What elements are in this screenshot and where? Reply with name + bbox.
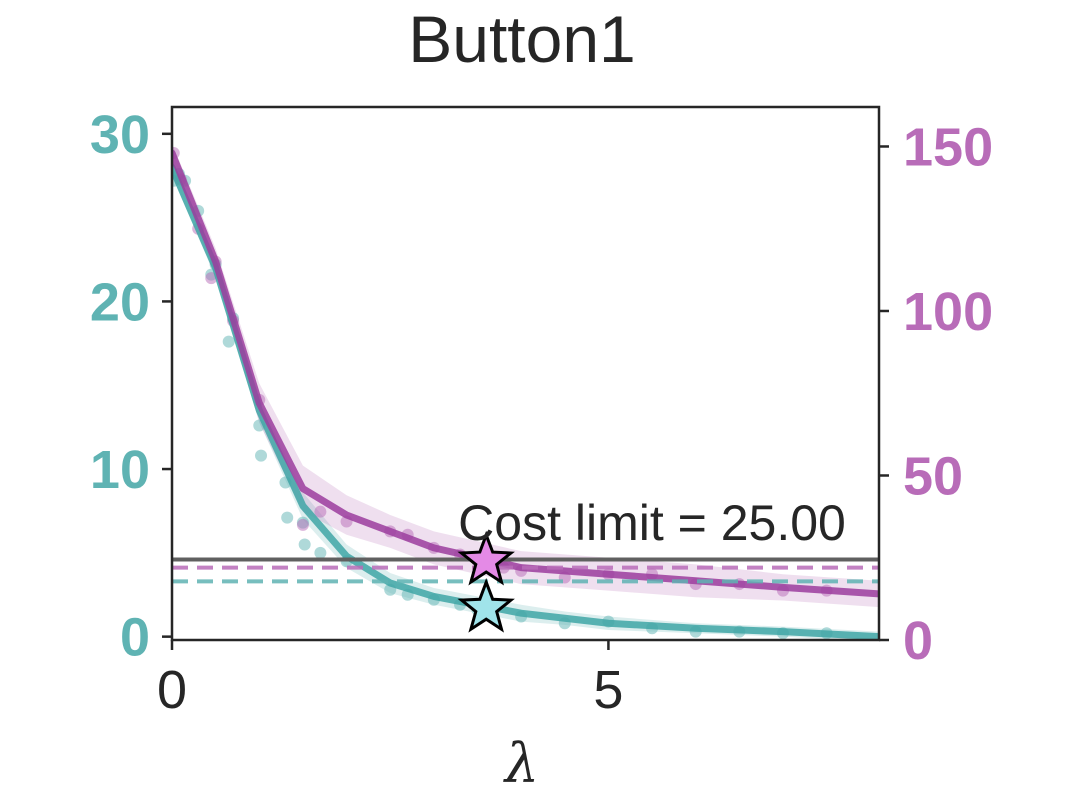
plot-frame <box>170 105 881 642</box>
y-right-tick-label: 150 <box>903 117 993 177</box>
x-axis-label: λ <box>503 732 539 795</box>
series-teal-point <box>314 546 327 559</box>
series-teal-point <box>298 538 311 551</box>
series-purple-line <box>172 149 879 598</box>
y-left-tick-label: 30 <box>90 105 150 165</box>
x-tick-label: 5 <box>593 660 623 720</box>
y-left-tick-label: 10 <box>90 440 150 500</box>
series-purple-point <box>296 518 309 531</box>
y-right-tick-label: 50 <box>903 446 963 506</box>
x-tick-label: 0 <box>157 660 187 720</box>
chart-title: Button1 <box>408 2 636 76</box>
series-teal-point <box>255 449 268 462</box>
series-purple-point <box>314 505 327 518</box>
optimum-star-marker <box>457 530 515 586</box>
plot-area <box>172 143 879 640</box>
y-left-tick-label: 0 <box>120 608 150 668</box>
series-teal-point <box>281 511 294 524</box>
series-teal-line <box>172 163 879 640</box>
y-right-tick-label: 100 <box>903 282 993 342</box>
y-left-tick-label: 20 <box>90 272 150 332</box>
cost-limit-annotation: Cost limit = 25.00 <box>458 495 846 551</box>
y-right-tick-label: 0 <box>903 611 933 671</box>
optimum-star-marker <box>457 577 515 633</box>
series-teal-point <box>222 335 235 348</box>
